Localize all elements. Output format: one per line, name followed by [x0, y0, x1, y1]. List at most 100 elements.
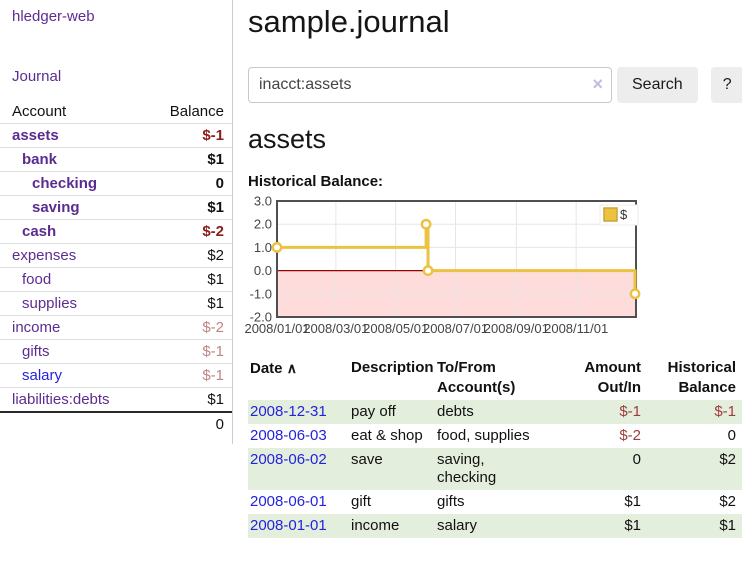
account-row: assets $-1	[0, 123, 232, 148]
transaction-amount: 0	[632, 451, 641, 468]
account-balance: $1	[207, 151, 224, 168]
account-balance: $1	[207, 271, 224, 288]
account-balance: $-1	[202, 343, 224, 360]
page-title: sample.journal	[248, 4, 450, 39]
account-name-cell: checking	[0, 172, 148, 196]
data-point-marker	[420, 218, 432, 230]
account-link[interactable]: bank	[22, 151, 58, 168]
transaction-date-link[interactable]: 2008-01-01	[250, 517, 327, 534]
transaction-description: save	[351, 451, 383, 468]
y-axis-tick-label: 0.0	[254, 263, 272, 278]
clear-search-icon[interactable]: ×	[592, 74, 603, 94]
account-link[interactable]: checking	[32, 175, 98, 192]
account-link[interactable]: expenses	[12, 247, 77, 264]
balance-column-header: Balance	[169, 103, 224, 120]
account-link[interactable]: supplies	[22, 295, 78, 312]
sidebar-item-journal[interactable]: Journal	[12, 68, 62, 85]
account-link[interactable]: salary	[22, 367, 63, 384]
account-row: cash $-2	[0, 219, 232, 244]
register-header-row: Date ∧ Description To/From Account(s) Am…	[248, 356, 742, 400]
column-header-description: Description	[351, 359, 434, 376]
balance-chart: $3.0 2.0 1.0 0.0 -1.0 -2.0 2008/01/01 2008/03/0…	[244, 194, 742, 339]
legend-label: $	[620, 207, 628, 222]
transaction-date-link[interactable]: 2008-06-03	[250, 427, 327, 444]
y-axis-tick-label: 1.0	[254, 240, 272, 255]
x-axis-tick-label: 2008/01/01	[244, 321, 309, 336]
sort-ascending-icon: ∧	[286, 360, 297, 376]
account-row: expenses $2	[0, 243, 232, 268]
transaction-amount: $-1	[619, 403, 641, 420]
data-point-marker	[422, 265, 434, 277]
column-header-amount: Amount Out/In	[584, 359, 641, 396]
account-balance: $2	[207, 247, 224, 264]
transaction-date-cell: 2008-01-01	[248, 514, 345, 538]
y-axis-tick-label: 3.0	[254, 194, 272, 209]
transaction-date-cell: 2008-06-01	[248, 490, 345, 514]
account-row: income $-2	[0, 315, 232, 340]
account-balance: $-2	[202, 223, 224, 240]
transaction-date-cell: 2008-06-02	[248, 448, 345, 490]
y-axis-tick-label: -1.0	[250, 286, 272, 301]
x-axis-tick-label: 2008/07/01	[423, 321, 488, 336]
account-balance: $1	[207, 391, 224, 408]
account-name-cell: food	[0, 268, 148, 292]
column-header-date[interactable]: Date ∧	[250, 360, 297, 377]
account-row: checking 0	[0, 171, 232, 196]
transaction-amount: $-2	[619, 427, 641, 444]
account-name-cell: supplies	[0, 292, 148, 316]
account-row: supplies $1	[0, 291, 232, 316]
transaction-description: pay off	[351, 403, 396, 420]
register-table: Date ∧ Description To/From Account(s) Am…	[248, 356, 742, 538]
transaction-date-link[interactable]: 2008-06-02	[250, 451, 327, 468]
register-row: 2008-01-01 income salary $1 $1	[248, 514, 742, 538]
chart-svg: $3.0 2.0 1.0 0.0 -1.0 -2.02008/01/012008/03/0…	[244, 194, 641, 336]
account-balance: $-1	[202, 127, 224, 144]
search-button[interactable]: Search	[617, 67, 698, 103]
transaction-description: income	[351, 517, 400, 534]
account-link[interactable]: cash	[22, 223, 57, 240]
account-link[interactable]: saving	[32, 199, 80, 216]
account-link[interactable]: liabilities:debts	[12, 391, 110, 408]
account-name-cell: expenses	[0, 244, 148, 268]
transaction-date-link[interactable]: 2008-12-31	[250, 403, 327, 420]
app-window: hledger-web Journal Account Balance asse…	[0, 0, 742, 538]
transaction-description: gift	[351, 493, 372, 510]
accounts-table-header-row: Account Balance	[0, 100, 232, 124]
search-input-wrap: ×	[248, 67, 612, 103]
account-row: food $1	[0, 267, 232, 292]
account-link[interactable]: gifts	[22, 343, 50, 360]
transaction-accounts: saving, checking	[437, 451, 497, 486]
account-link[interactable]: assets	[12, 127, 59, 144]
data-point-marker	[271, 242, 283, 253]
x-axis-tick-label: 2008/09/01	[484, 321, 549, 336]
y-axis-tick-label: 2.0	[254, 217, 272, 232]
sidebar: hledger-web Journal Account Balance asse…	[0, 0, 233, 444]
account-row: gifts $-1	[0, 339, 232, 364]
account-balance: 0	[215, 175, 224, 192]
account-link[interactable]: food	[22, 271, 52, 288]
transaction-description: eat & shop	[351, 427, 423, 444]
help-button[interactable]: ?	[710, 67, 742, 103]
accounts-table-body: assets $-1 bank $1 checking 0 saving $1 cash $-2 e…	[0, 123, 232, 413]
transaction-date-cell: 2008-06-03	[248, 424, 345, 448]
search-input[interactable]	[248, 67, 612, 103]
account-name-cell: salary	[0, 364, 148, 388]
main-content: sample.journal × Search ? assets Histori…	[244, 0, 742, 538]
transaction-date-link[interactable]: 2008-06-01	[250, 493, 327, 510]
account-name-cell: liabilities:debts	[0, 388, 148, 413]
register-row: 2008-06-03 eat & shop food, supplies $-2 0	[248, 424, 742, 448]
transaction-date-cell: 2008-12-31	[248, 400, 345, 424]
account-name-cell: assets	[0, 124, 148, 148]
transaction-accounts: food, supplies	[437, 427, 530, 444]
account-row: liabilities:debts $1	[0, 387, 232, 413]
app-brand[interactable]: hledger-web	[12, 8, 95, 25]
account-balance: $1	[207, 295, 224, 312]
accounts-table: Account Balance assets $-1 bank $1 checking 0…	[0, 100, 232, 436]
x-axis-tick-label: 2008/03/01	[303, 321, 368, 336]
account-name-cell: income	[0, 316, 148, 340]
account-balance: $1	[207, 199, 224, 216]
register-row: 2008-12-31 pay off debts $-1 $-1	[248, 400, 742, 424]
transaction-accounts: debts	[437, 403, 474, 420]
account-link[interactable]: income	[12, 319, 61, 336]
column-header-balance: Historical Balance	[667, 359, 736, 396]
